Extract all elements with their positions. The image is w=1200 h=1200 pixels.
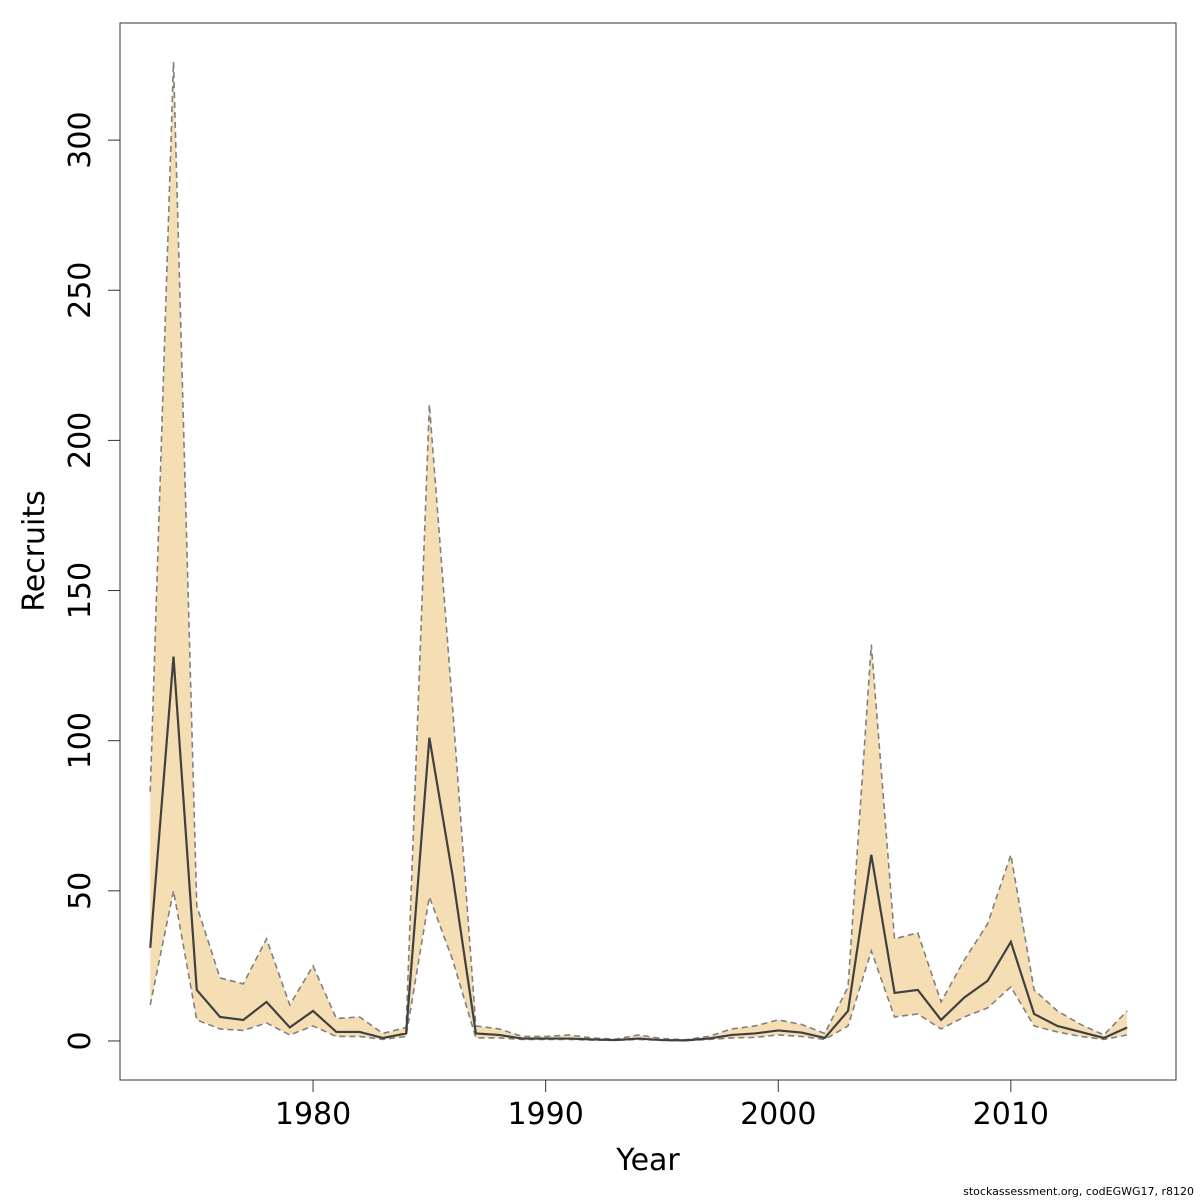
confidence-band-layer <box>150 62 1128 1041</box>
x-tick-label: 1980 <box>275 1097 351 1132</box>
plot-frame <box>119 22 1177 1081</box>
y-tick-label: 100 <box>63 712 98 769</box>
y-tick-label: 300 <box>63 111 98 168</box>
y-tick-label: 200 <box>63 412 98 469</box>
y-tick-label: 50 <box>63 872 98 910</box>
y-tick-label: 0 <box>63 1031 98 1050</box>
confidence-band <box>150 62 1128 1041</box>
footer-credit: stockassessment.org, codEGWG17, r8120 <box>963 1185 1194 1198</box>
upper-bound-line <box>149 62 1128 1041</box>
y-tick-label: 150 <box>63 562 98 619</box>
series-line-layer <box>149 62 1128 1042</box>
x-tick-label: 2000 <box>740 1097 816 1132</box>
x-tick-label: 2010 <box>973 1097 1049 1132</box>
y-tick-label: 250 <box>63 262 98 319</box>
y-axis: 0 50 100 150 200 250 300 <box>63 111 120 1051</box>
x-tick-label: 1990 <box>507 1097 583 1132</box>
y-axis-title: Recruits <box>17 490 52 612</box>
recruits-estimate-line <box>149 656 1128 1042</box>
x-axis-title: Year <box>615 1143 680 1178</box>
x-axis: 1980 1990 2000 2010 <box>275 1080 1049 1132</box>
